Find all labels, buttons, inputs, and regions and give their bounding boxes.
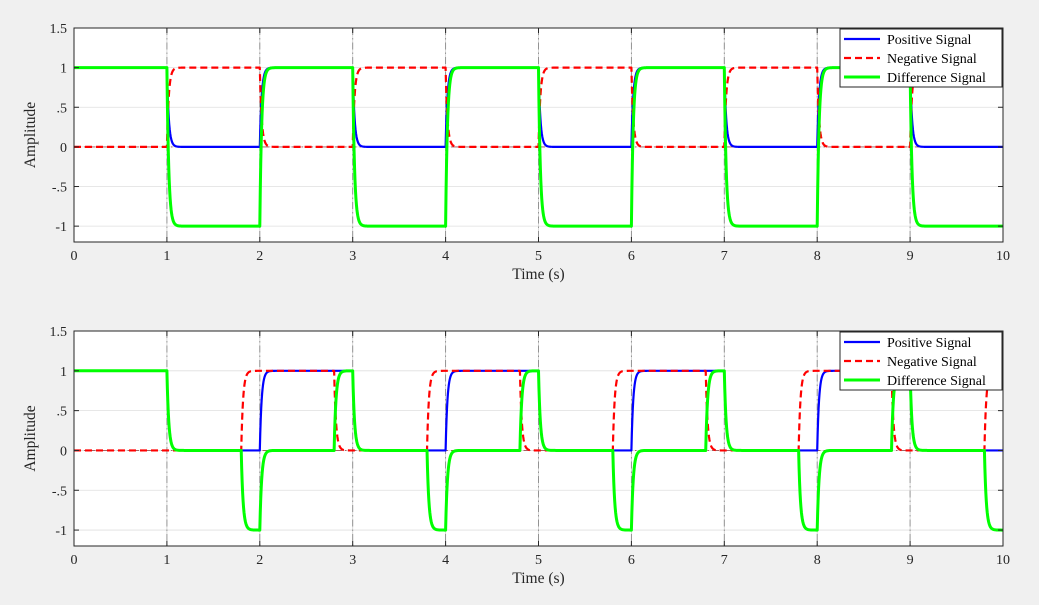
y-tick-label: 1.5 [50, 22, 68, 37]
x-tick-label: 10 [996, 553, 1010, 568]
y-tick-label: 1 [60, 365, 67, 380]
y-tick-label: 1 [60, 62, 67, 77]
x-tick-label: 6 [628, 553, 635, 568]
x-tick-label: 0 [71, 249, 78, 264]
x-tick-label: 4 [442, 553, 449, 568]
x-tick-label: 7 [721, 249, 728, 264]
x-tick-label: 1 [163, 249, 170, 264]
x-tick-label: 9 [907, 249, 914, 264]
legend-label: Positive Signal [887, 33, 972, 48]
y-tick-label: 0 [60, 444, 67, 459]
x-tick-label: 5 [535, 249, 542, 264]
series-line-difference-signal [72, 369, 1005, 532]
legend-label: Negative Signal [887, 52, 977, 67]
y-tick-label: .5 [57, 101, 68, 116]
x-tick-label: 6 [628, 249, 635, 264]
y-tick-label: -.5 [52, 484, 67, 499]
legend-label: Positive Signal [887, 336, 972, 351]
x-tick-label: 3 [349, 249, 356, 264]
y-tick-label: .5 [57, 405, 68, 420]
y-tick-label: -1 [55, 524, 67, 539]
legend: Positive Signal Negative Signal Difference… [839, 28, 1003, 88]
x-axis-label: Time (s) [512, 266, 564, 283]
x-tick-label: 4 [442, 249, 449, 264]
legend: Positive Signal Negative Signal Difference… [839, 331, 1003, 391]
y-tick-label: -.5 [52, 181, 67, 196]
x-tick-label: 1 [163, 553, 170, 568]
x-tick-label: 7 [721, 553, 728, 568]
x-tick-label: 2 [256, 249, 263, 264]
x-tick-label: 0 [71, 553, 78, 568]
y-tick-label: -1 [55, 220, 67, 235]
x-axis-label: Time (s) [512, 570, 564, 587]
x-tick-label: 8 [814, 553, 821, 568]
y-tick-label: 1.5 [50, 325, 68, 340]
legend-label: Negative Signal [887, 355, 977, 370]
x-tick-label: 3 [349, 553, 356, 568]
legend-label: Difference Signal [887, 71, 986, 86]
x-tick-label: 2 [256, 553, 263, 568]
y-tick-label: 0 [60, 141, 67, 156]
x-tick-label: 9 [907, 553, 914, 568]
x-tick-label: 8 [814, 249, 821, 264]
legend-label: Difference Signal [887, 374, 986, 389]
y-axis-label: Amplitude [22, 405, 39, 471]
x-tick-label: 5 [535, 553, 542, 568]
y-axis-label: Amplitude [22, 102, 39, 168]
x-tick-label: 10 [996, 249, 1010, 264]
